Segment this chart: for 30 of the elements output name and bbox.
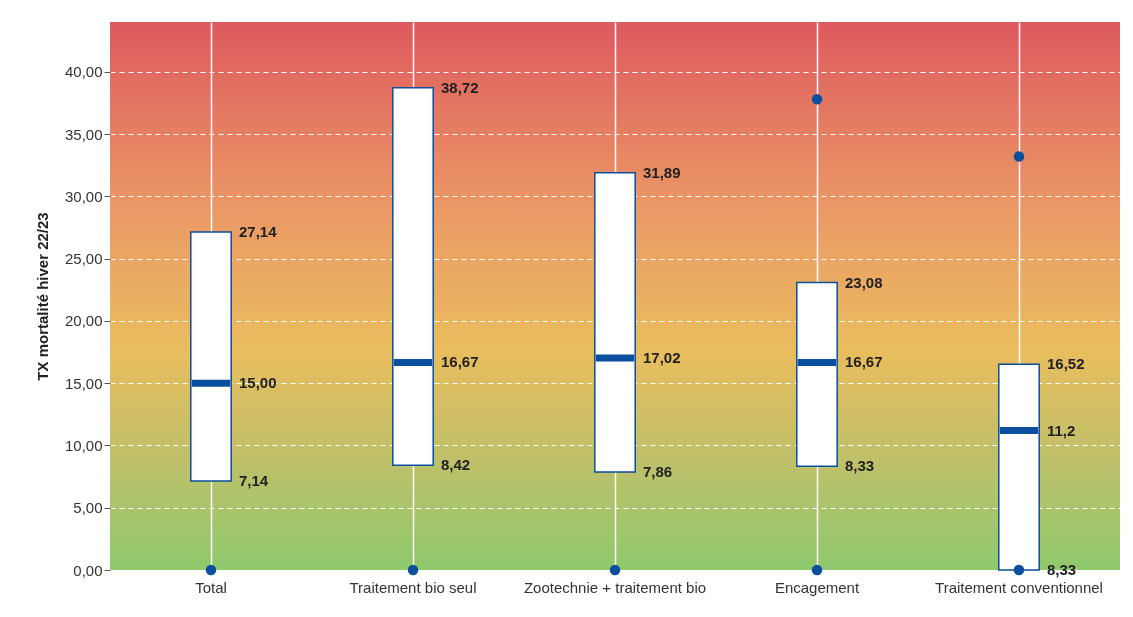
annotation: 15,00 <box>239 374 277 392</box>
x-tick-label: Zootechnie + traitement bio <box>523 578 707 596</box>
annotation: 31,89 <box>643 163 681 181</box>
annotation: 16,67 <box>845 353 883 371</box>
y-tick-label: 15,00 <box>64 374 103 392</box>
y-tick-label: 0,00 <box>73 561 103 579</box>
annotation: 27,14 <box>239 222 278 240</box>
y-tick-label: 20,00 <box>64 312 103 330</box>
annotation: 8,33 <box>1047 561 1077 578</box>
annotation: 17,02 <box>643 349 681 367</box>
y-tick-label: 30,00 <box>64 187 103 205</box>
y-tick-label: 5,00 <box>73 499 103 517</box>
x-tick-label: Traitement bio seul <box>349 578 477 596</box>
annotation: 11,2 <box>1047 421 1076 439</box>
annotation: 16,52 <box>1047 355 1085 373</box>
annotation: 23,08 <box>845 273 883 291</box>
y-axis-title: TX mortalité hiver 22/23 <box>33 212 51 381</box>
y-tick-label: 40,00 <box>64 63 103 81</box>
annotation: 8,42 <box>441 456 471 474</box>
x-tick-label: Traitement conventionnel <box>935 578 1103 596</box>
annotation: 7,86 <box>643 463 673 481</box>
annotation: 38,72 <box>441 78 479 96</box>
y-tick-label: 25,00 <box>64 250 103 268</box>
annotation: 16,67 <box>441 353 479 371</box>
y-tick-label: 10,00 <box>64 436 103 454</box>
annotation: 8,33 <box>845 457 875 475</box>
x-tick-label: Total <box>195 578 227 596</box>
annotation: 7,14 <box>239 472 269 490</box>
y-tick-label: 35,00 <box>64 125 103 143</box>
x-tick-label: Encagement <box>774 578 860 596</box>
